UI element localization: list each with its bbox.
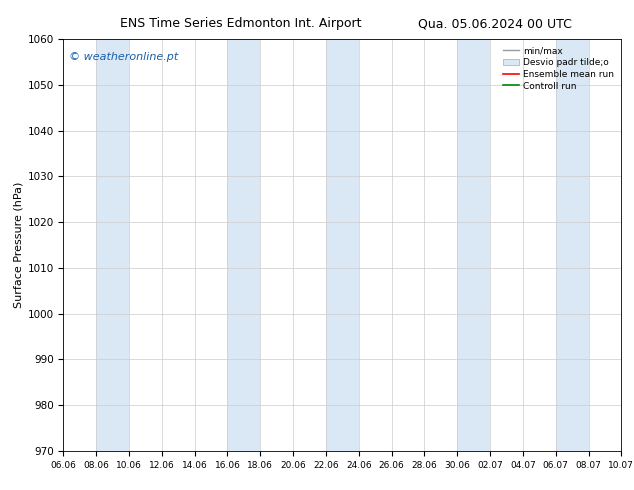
- Text: © weatheronline.pt: © weatheronline.pt: [69, 51, 178, 62]
- Y-axis label: Surface Pressure (hPa): Surface Pressure (hPa): [13, 182, 23, 308]
- Text: Qua. 05.06.2024 00 UTC: Qua. 05.06.2024 00 UTC: [418, 17, 571, 30]
- Text: ENS Time Series Edmonton Int. Airport: ENS Time Series Edmonton Int. Airport: [120, 17, 361, 30]
- Bar: [96, 39, 129, 451]
- Legend: min/max, Desvio padr tilde;o, Ensemble mean run, Controll run: min/max, Desvio padr tilde;o, Ensemble m…: [500, 44, 617, 93]
- Bar: [555, 39, 588, 451]
- Bar: [326, 39, 359, 451]
- Bar: [228, 39, 261, 451]
- Bar: [457, 39, 490, 451]
